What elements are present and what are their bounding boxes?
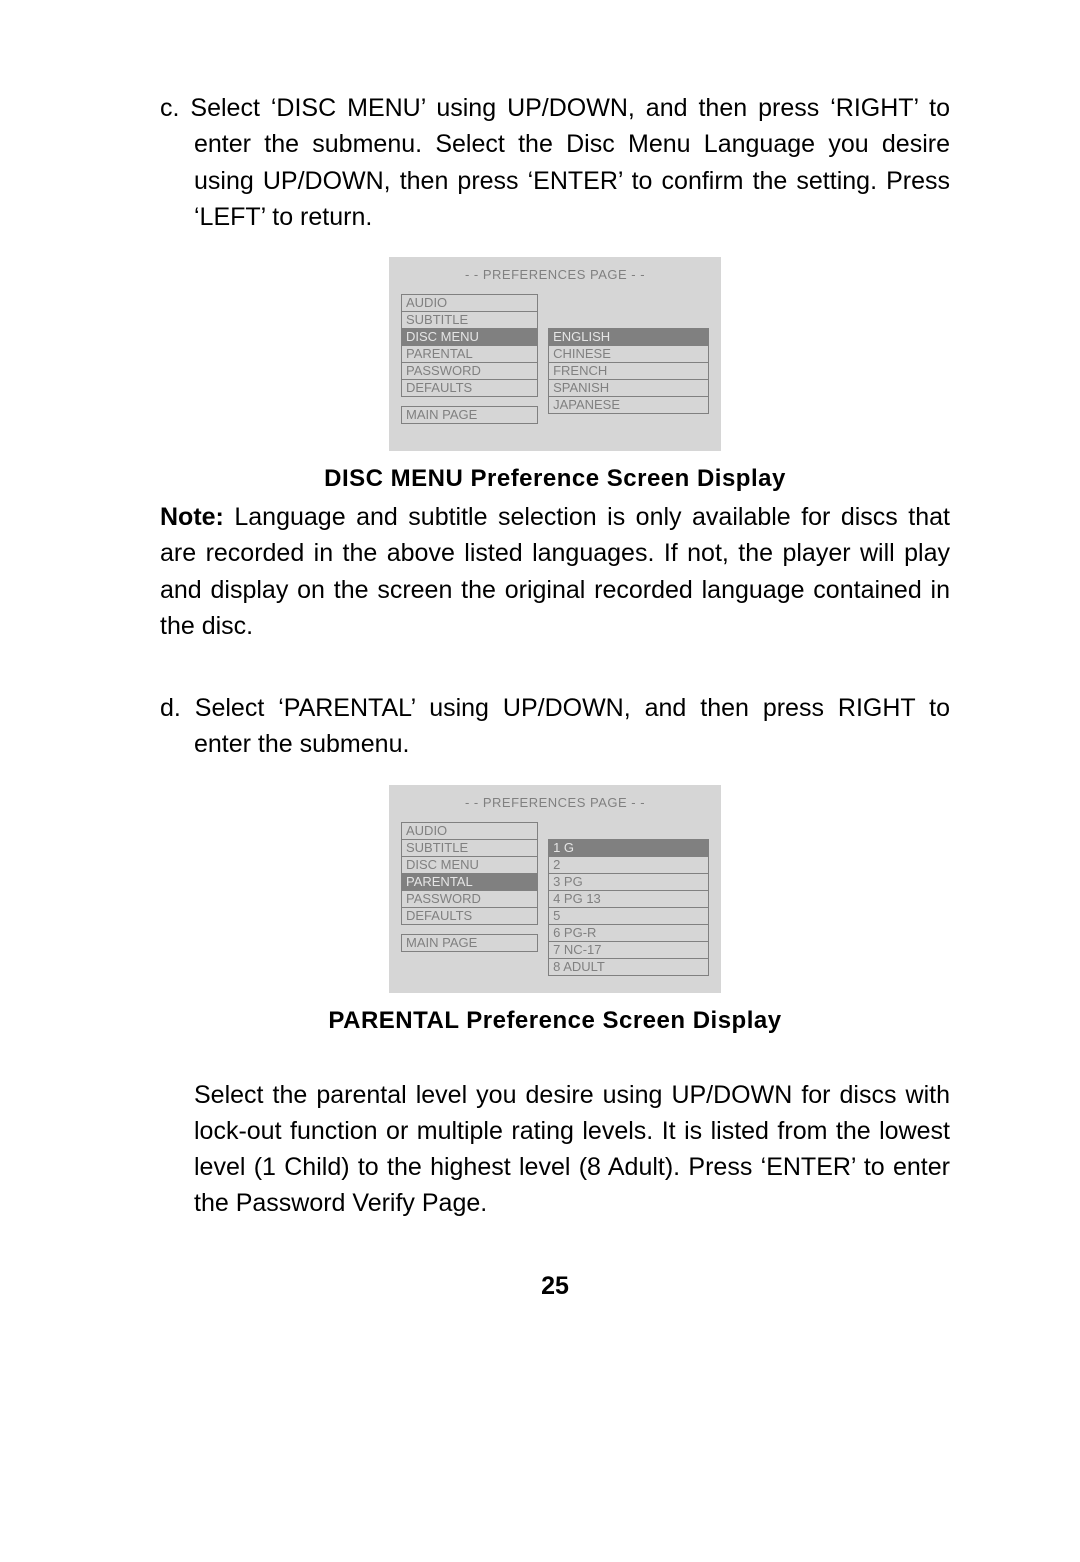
page-number: 25	[160, 1272, 950, 1301]
menu-item-main-page: MAIN PAGE	[401, 406, 538, 424]
screen2-columns: AUDIO SUBTITLE DISC MENU PARENTAL PASSWO…	[401, 822, 709, 975]
parental-screen-wrap: - - PREFERENCES PAGE - - AUDIO SUBTITLE …	[160, 785, 950, 993]
menu2-item-subtitle: SUBTITLE	[401, 839, 538, 857]
lang-japanese: JAPANESE	[548, 396, 709, 414]
rating-8adult: 8 ADULT	[548, 958, 709, 976]
paragraph-c: c. Select ‘DISC MENU’ using UP/DOWN, and…	[160, 90, 950, 235]
screen1-left-column: AUDIO SUBTITLE DISC MENU PARENTAL PASSWO…	[401, 294, 538, 423]
note-paragraph: Note: Language and subtitle selection is…	[160, 499, 950, 644]
lang-english: ENGLISH	[548, 328, 709, 346]
manual-page: c. Select ‘DISC MENU’ using UP/DOWN, and…	[0, 0, 1080, 1562]
caption-disc-menu: DISC MENU Preference Screen Display	[160, 465, 950, 493]
rating-2: 2	[548, 856, 709, 874]
menu-item-defaults: DEFAULTS	[401, 379, 538, 397]
rating-6pgr: 6 PG-R	[548, 924, 709, 942]
rating-7nc17: 7 NC-17	[548, 941, 709, 959]
note-text: Language and subtitle selection is only …	[160, 503, 950, 640]
parental-screen: - - PREFERENCES PAGE - - AUDIO SUBTITLE …	[389, 785, 721, 993]
screen2-left-column: AUDIO SUBTITLE DISC MENU PARENTAL PASSWO…	[401, 822, 538, 975]
menu-item-disc-menu: DISC MENU	[401, 328, 538, 346]
menu-item-password: PASSWORD	[401, 362, 538, 380]
rating-5: 5	[548, 907, 709, 925]
lang-french: FRENCH	[548, 362, 709, 380]
menu2-item-parental: PARENTAL	[401, 873, 538, 891]
paragraph-d: d. Select ‘PARENTAL’ using UP/DOWN, and …	[160, 690, 950, 763]
lang-chinese: CHINESE	[548, 345, 709, 363]
screen1-title: - - PREFERENCES PAGE - -	[401, 267, 709, 282]
note-label: Note:	[160, 503, 224, 531]
menu-item-audio: AUDIO	[401, 294, 538, 312]
rating-1g: 1 G	[548, 839, 709, 857]
caption-parental: PARENTAL Preference Screen Display	[160, 1007, 950, 1035]
rating-3pg: 3 PG	[548, 873, 709, 891]
menu-item-parental: PARENTAL	[401, 345, 538, 363]
menu2-item-disc-menu: DISC MENU	[401, 856, 538, 874]
menu2-item-audio: AUDIO	[401, 822, 538, 840]
disc-menu-screen: - - PREFERENCES PAGE - - AUDIO SUBTITLE …	[389, 257, 721, 451]
screen1-columns: AUDIO SUBTITLE DISC MENU PARENTAL PASSWO…	[401, 294, 709, 423]
disc-menu-screen-wrap: - - PREFERENCES PAGE - - AUDIO SUBTITLE …	[160, 257, 950, 451]
screen2-right-column: 1 G 2 3 PG 4 PG 13 5 6 PG-R 7 NC-17 8 AD…	[548, 822, 709, 975]
lang-spanish: SPANISH	[548, 379, 709, 397]
menu2-item-password: PASSWORD	[401, 890, 538, 908]
menu2-item-defaults: DEFAULTS	[401, 907, 538, 925]
menu2-item-main-page: MAIN PAGE	[401, 934, 538, 952]
menu-item-subtitle: SUBTITLE	[401, 311, 538, 329]
screen2-title: - - PREFERENCES PAGE - -	[401, 795, 709, 810]
rating-4pg13: 4 PG 13	[548, 890, 709, 908]
screen1-right-column: ENGLISH CHINESE FRENCH SPANISH JAPANESE	[548, 294, 709, 423]
paragraph-parental-desc: Select the parental level you desire usi…	[160, 1077, 950, 1222]
